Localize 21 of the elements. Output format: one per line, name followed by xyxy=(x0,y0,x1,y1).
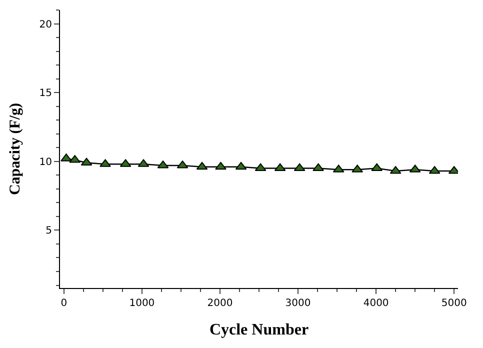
x-tick-label: 1000 xyxy=(129,298,155,309)
x-axis-title: Cycle Number xyxy=(209,322,309,339)
y-axis-title: Capacity (F/g) xyxy=(8,102,24,196)
x-tick-label: 2000 xyxy=(207,298,233,309)
point xyxy=(196,162,208,170)
point xyxy=(371,163,383,172)
point xyxy=(235,162,247,170)
y-tick-label: 5 xyxy=(46,226,52,237)
point xyxy=(254,163,266,172)
point xyxy=(312,163,324,172)
point xyxy=(274,163,286,172)
x-tick-label: 3000 xyxy=(285,298,311,309)
point xyxy=(294,163,306,172)
x-tick-label: 5000 xyxy=(441,298,467,309)
y-tick-label: 15 xyxy=(39,88,52,100)
point xyxy=(215,162,226,170)
x-tick-label: 0 xyxy=(60,298,68,309)
y-tick-label: 20 xyxy=(39,19,52,30)
point xyxy=(80,158,92,166)
y-tick-label: 10 xyxy=(39,156,52,168)
x-tick-label: 4000 xyxy=(363,298,389,309)
